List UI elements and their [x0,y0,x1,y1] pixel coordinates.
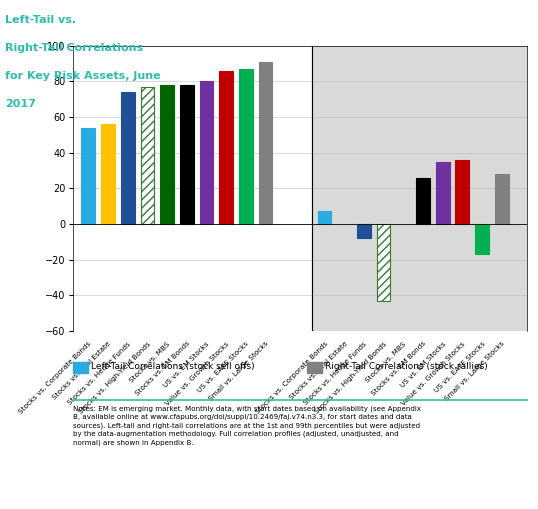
Bar [121,92,134,224]
Bar [160,85,174,224]
Bar [455,160,469,224]
Bar [239,69,253,224]
Bar [357,224,371,238]
Bar [416,178,430,224]
Bar [81,128,95,224]
Text: 2017: 2017 [5,99,36,109]
Bar [312,46,534,331]
Bar [377,224,391,301]
Text: for Key Risk Assets, June: for Key Risk Assets, June [5,71,161,81]
Bar [101,124,115,224]
Bar [200,81,214,224]
Bar [140,87,154,224]
Bar [495,174,508,224]
Text: Left-Tail vs.: Left-Tail vs. [5,15,76,25]
Text: Right-Tail Correlations (stock rallies): Right-Tail Correlations (stock rallies) [325,362,489,372]
Bar [317,212,331,224]
Bar [436,162,450,224]
Bar [180,85,194,224]
Bar [220,71,233,224]
Text: Notes: EM is emerging market. Monthly data, with start dates based on availabili: Notes: EM is emerging market. Monthly da… [73,406,421,446]
Bar [259,62,272,224]
Text: Left-Tail Correlations (stock sell offs): Left-Tail Correlations (stock sell offs) [91,362,255,372]
Bar [475,224,489,254]
Text: Right-Tail Correlations: Right-Tail Correlations [5,43,144,53]
